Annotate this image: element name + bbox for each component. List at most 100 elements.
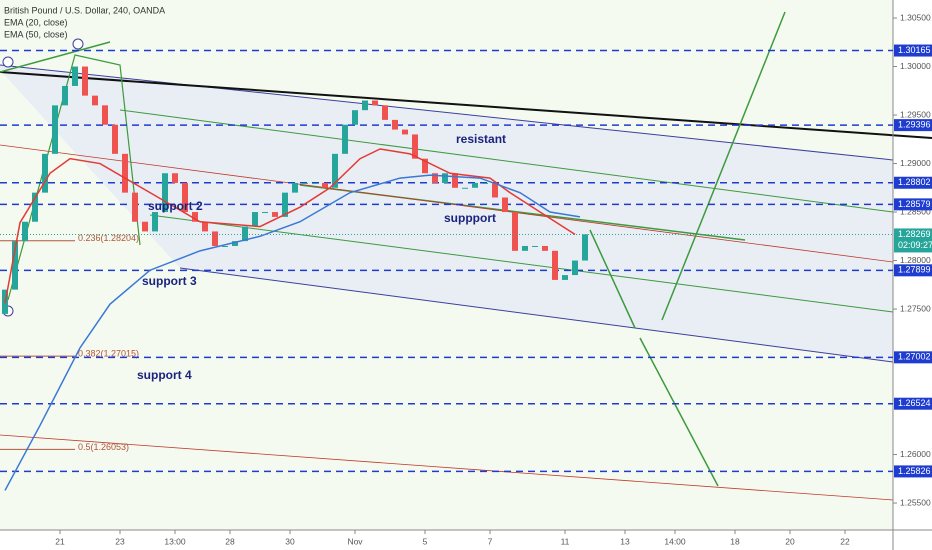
- candle: [262, 212, 268, 214]
- projection: [639, 337, 719, 487]
- x-tick-label: 21: [55, 536, 65, 546]
- legend-entry: EMA (50, close): [4, 29, 68, 39]
- x-tick-label: 5: [423, 536, 428, 546]
- candle: [522, 245, 528, 251]
- trend-line: [0, 434, 894, 501]
- annotation: suppport: [444, 211, 496, 225]
- x-tick-label: 18: [730, 536, 740, 546]
- ema-line: [4, 148, 576, 304]
- candle: [162, 173, 168, 213]
- x-tick-label: 13:00: [164, 536, 186, 546]
- candle: [52, 105, 58, 154]
- candle: [402, 129, 408, 135]
- y-tick-label: 1.30500: [900, 12, 931, 22]
- projection: [589, 229, 636, 329]
- channel-line: [179, 267, 894, 363]
- candle: [322, 182, 328, 188]
- y-tick-label: 1.27500: [900, 303, 931, 313]
- candle: [492, 182, 498, 198]
- fib-label: 0.5(1.26053): [78, 442, 129, 452]
- level-label: 1.26524: [898, 398, 931, 408]
- candle: [452, 173, 458, 188]
- trend-line: [119, 109, 894, 213]
- candle: [192, 212, 198, 222]
- candle: [172, 173, 178, 183]
- candle: [482, 182, 488, 184]
- level-tag: [894, 198, 932, 211]
- price-label: 1.28269: [898, 229, 931, 239]
- level-label: 1.25826: [898, 466, 931, 476]
- fib-label: 0.236(1.28204): [78, 233, 139, 243]
- annotation: resistant: [456, 132, 506, 146]
- x-tick-label: 30: [285, 536, 295, 546]
- trend-line: [0, 144, 894, 263]
- candle: [512, 212, 518, 251]
- annotation: support 2: [148, 199, 203, 213]
- candle: [212, 231, 218, 246]
- candle: [362, 100, 368, 111]
- candle: [412, 134, 418, 159]
- channel-line: [0, 64, 894, 161]
- channel-fill: [0, 65, 893, 362]
- candle: [292, 182, 298, 193]
- x-tick-label: 28: [225, 536, 235, 546]
- x-tick-label: 22: [840, 536, 850, 546]
- candle: [132, 192, 138, 222]
- y-tick-label: 1.29500: [900, 109, 931, 119]
- candle: [152, 212, 158, 232]
- candle: [102, 105, 108, 125]
- candle: [442, 173, 448, 183]
- candle: [352, 110, 358, 125]
- candle: [122, 153, 128, 193]
- candle: [182, 182, 188, 213]
- level-label: 1.30165: [898, 45, 931, 55]
- candle: [502, 197, 508, 213]
- y-tick-label: 1.30000: [900, 61, 931, 71]
- candle: [572, 260, 578, 276]
- pattern-point: [2, 56, 14, 68]
- x-tick-label: 11: [561, 536, 570, 546]
- candle: [82, 66, 88, 96]
- candle: [332, 153, 338, 188]
- x-tick-label: Nov: [347, 536, 363, 546]
- candle: [432, 173, 438, 183]
- level-tag: [894, 119, 932, 132]
- candle: [12, 241, 18, 290]
- x-tick-label: 20: [785, 536, 795, 546]
- x-tick-label: 7: [488, 536, 493, 546]
- level-tag: [894, 465, 932, 478]
- candle: [392, 119, 398, 130]
- candle: [372, 100, 378, 106]
- candle: [342, 124, 348, 154]
- candle: [252, 212, 258, 227]
- candle: [422, 158, 428, 174]
- candle: [242, 226, 248, 242]
- annotation: support 3: [142, 274, 197, 288]
- candle: [582, 234, 588, 261]
- level-tag: [894, 397, 932, 410]
- candle: [112, 124, 118, 154]
- level-label: 1.27899: [898, 265, 931, 275]
- trend-line: [0, 71, 932, 139]
- candle: [72, 66, 78, 86]
- y-tick-label: 1.25500: [900, 497, 931, 507]
- candle: [272, 212, 278, 217]
- candle: [222, 245, 228, 247]
- y-tick-label: 1.28000: [900, 255, 931, 265]
- level-label: 1.29396: [898, 120, 931, 130]
- level-tag: [894, 264, 932, 277]
- price-tag: [894, 228, 932, 253]
- x-tick-label: 14:00: [664, 536, 686, 546]
- candle: [552, 250, 558, 280]
- y-tick-label: 1.26000: [900, 449, 931, 459]
- legend-entry: EMA (20, close): [4, 17, 68, 27]
- level-tag: [894, 44, 932, 57]
- x-tick-label: 13: [620, 536, 630, 546]
- y-tick-label: 1.29000: [900, 158, 931, 168]
- candle: [562, 275, 568, 280]
- candle: [142, 221, 148, 232]
- candle: [462, 187, 468, 189]
- candle: [312, 182, 318, 184]
- candle: [382, 105, 388, 120]
